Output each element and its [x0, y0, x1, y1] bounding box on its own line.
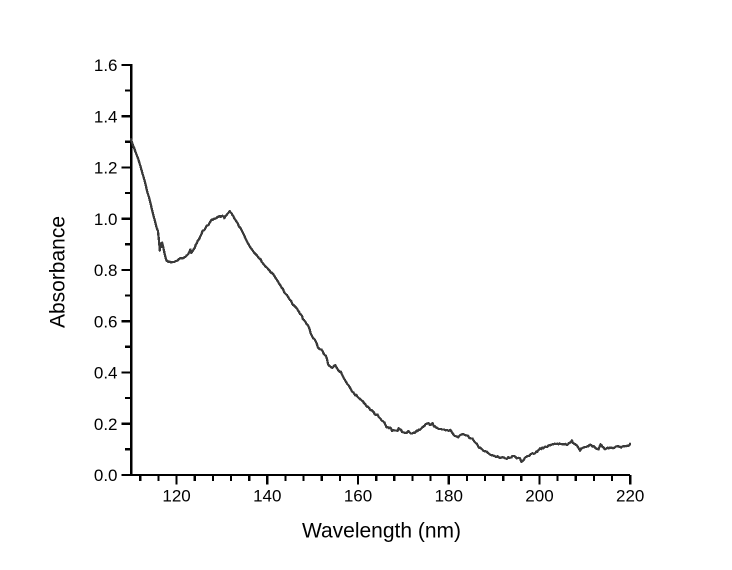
svg-text:0.0: 0.0: [94, 466, 118, 485]
svg-text:140: 140: [253, 487, 281, 506]
svg-text:1.6: 1.6: [94, 56, 118, 75]
svg-text:180: 180: [435, 487, 463, 506]
svg-text:Wavelength (nm): Wavelength (nm): [302, 519, 461, 542]
svg-text:1.0: 1.0: [94, 210, 118, 229]
svg-text:220: 220: [616, 487, 644, 506]
svg-text:0.6: 0.6: [94, 312, 118, 331]
svg-text:0.4: 0.4: [94, 364, 118, 383]
svg-text:1.2: 1.2: [94, 159, 118, 178]
svg-text:0.8: 0.8: [94, 261, 118, 280]
svg-text:1.4: 1.4: [94, 107, 118, 126]
svg-text:Absorbance: Absorbance: [47, 216, 70, 328]
svg-text:120: 120: [162, 487, 190, 506]
svg-text:0.2: 0.2: [94, 415, 118, 434]
svg-text:200: 200: [525, 487, 553, 506]
svg-text:160: 160: [344, 487, 372, 506]
